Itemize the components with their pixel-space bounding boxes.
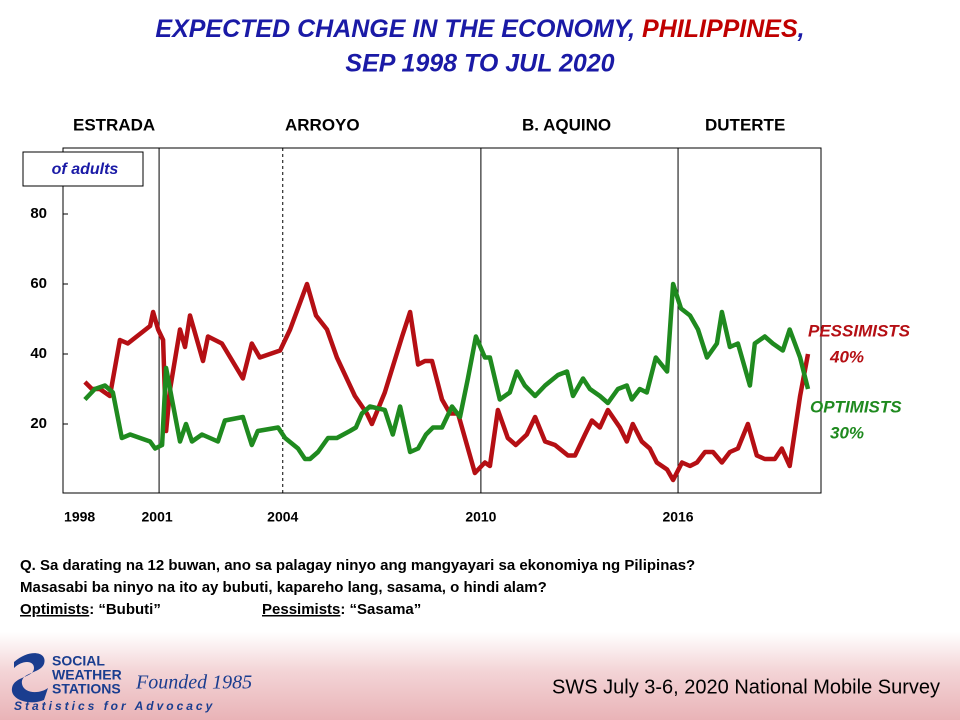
logo: SOCIAL WEATHER STATIONS Founded 1985 Sta… (11, 653, 252, 713)
period-label: ARROYO (285, 115, 360, 134)
logo-mark (11, 653, 48, 703)
x-tick-label: 2010 (465, 509, 496, 525)
x-tick-label: 2016 (662, 509, 693, 525)
title-part: , (797, 15, 805, 43)
logo-founded: Founded 1985 (135, 672, 252, 694)
y-tick-label: 80 (30, 205, 47, 222)
question-line: Q. Sa darating na 12 buwan, ano sa palag… (20, 557, 695, 574)
x-tick-label: 2001 (142, 509, 173, 525)
period-label: B. AQUINO (522, 115, 611, 134)
logo-text: STATIONS (52, 681, 121, 697)
legend-label: PESSIMISTS (808, 321, 911, 340)
end-value-label: 30% (830, 423, 864, 442)
question-line: Masasabi ba ninyo na ito ay bubuti, kapa… (20, 579, 547, 596)
period-label: DUTERTE (705, 115, 785, 134)
y-tick-label: 60 (30, 275, 47, 292)
plot-frame (62, 147, 822, 494)
y-tick-label: 40 (30, 345, 47, 362)
definition-text: : “Sasama” (340, 601, 421, 618)
series-line (83, 281, 811, 483)
unit-label: of adults (52, 161, 119, 178)
period-label: ESTRADA (73, 115, 155, 134)
y-tick-label: 20 (30, 415, 47, 432)
title-part: PHILIPPINES (642, 15, 798, 43)
logo-text: SOCIAL (52, 653, 105, 669)
end-value-label: 40% (829, 347, 864, 366)
logo-tagline: Statistics for Advocacy (14, 699, 215, 713)
logo-text: WEATHER (52, 667, 122, 683)
x-tick-label: 1998 (64, 509, 95, 525)
definition-term: Pessimists (262, 601, 340, 618)
unit-box (22, 151, 144, 187)
definition-term: Optimists (20, 601, 89, 618)
plot (62, 147, 822, 494)
chart-subtitle: SEP 1998 TO JUL 2020 (345, 50, 614, 78)
series-line (83, 281, 811, 462)
legend-label: OPTIMISTS (810, 397, 902, 416)
definition: Optimists: “Bubuti” (20, 601, 161, 618)
definition: Pessimists: “Sasama” (262, 601, 421, 618)
x-tick-label: 2004 (267, 509, 298, 525)
chart-title: EXPECTED CHANGE IN THE ECONOMY, PHILIPPI… (155, 15, 804, 43)
footer-band (0, 632, 960, 720)
title-part: EXPECTED CHANGE IN THE ECONOMY, (155, 15, 642, 43)
footer-source: SWS July 3-6, 2020 National Mobile Surve… (552, 676, 940, 698)
definition-text: : “Bubuti” (89, 601, 161, 618)
